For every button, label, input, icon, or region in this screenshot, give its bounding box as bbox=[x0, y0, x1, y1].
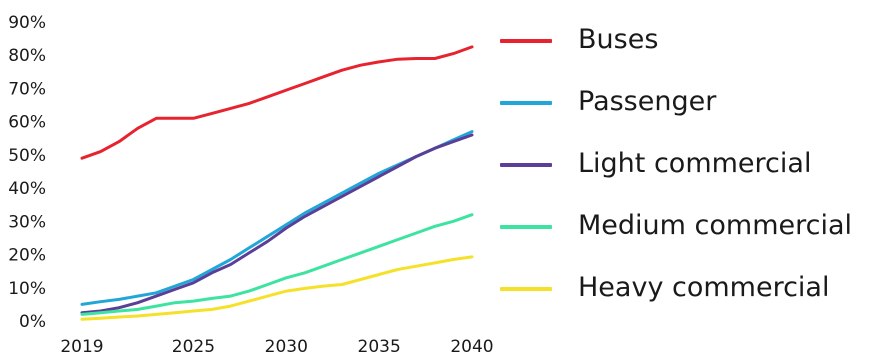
line-chart: 0%10%20%30%40%50%60%70%80%90% 2019 2025 20… bbox=[8, 13, 493, 354]
y-tick-label: 70% bbox=[8, 79, 46, 99]
legend-label: Medium commercial bbox=[578, 210, 853, 241]
series-line-medium-commercial bbox=[80, 213, 474, 316]
legend-swatch bbox=[500, 163, 552, 167]
legend-swatch bbox=[500, 39, 552, 43]
legend-swatch bbox=[500, 225, 552, 229]
y-tick-label: 30% bbox=[8, 212, 46, 232]
x-tick-label: 2025 bbox=[172, 337, 215, 354]
series-line-light-commercial bbox=[80, 133, 474, 315]
x-axis-ticks: 2019 2025 2030 2035 2040 bbox=[60, 337, 493, 354]
y-tick-label: 80% bbox=[8, 46, 46, 66]
y-tick-label: 40% bbox=[8, 179, 46, 199]
legend-item-heavy-commercial: Heavy commercial bbox=[500, 266, 872, 328]
series-lines bbox=[80, 45, 474, 321]
legend: Buses Passenger Light commercial Medium com… bbox=[500, 18, 872, 328]
x-tick-label: 2030 bbox=[265, 337, 308, 354]
legend-swatch bbox=[500, 101, 552, 105]
y-tick-label: 50% bbox=[8, 146, 46, 166]
x-tick-label: 2040 bbox=[450, 337, 493, 354]
legend-swatch bbox=[500, 287, 552, 291]
legend-label: Buses bbox=[578, 24, 659, 55]
series-line-buses bbox=[80, 45, 474, 160]
legend-item-buses: Buses bbox=[500, 18, 872, 80]
legend-label: Heavy commercial bbox=[578, 272, 830, 303]
y-axis-ticks: 0% 10% 20% 30% 40% 50% 60% 70% 80% 90% bbox=[8, 13, 46, 332]
legend-item-passenger: Passenger bbox=[500, 80, 872, 142]
y-tick-label: 0% bbox=[19, 312, 46, 332]
x-tick-label: 2019 bbox=[60, 337, 103, 354]
x-tick-label: 2035 bbox=[358, 337, 401, 354]
legend-label: Light commercial bbox=[578, 148, 812, 179]
legend-label: Passenger bbox=[578, 86, 717, 117]
legend-item-medium-commercial: Medium commercial bbox=[500, 204, 872, 266]
series-line-heavy-commercial bbox=[80, 255, 474, 321]
y-tick-label: 10% bbox=[8, 279, 46, 299]
y-tick-label: 60% bbox=[8, 113, 46, 133]
y-tick-label: 90% bbox=[8, 13, 46, 33]
legend-item-light-commercial: Light commercial bbox=[500, 142, 872, 204]
y-tick-label: 20% bbox=[8, 246, 46, 266]
